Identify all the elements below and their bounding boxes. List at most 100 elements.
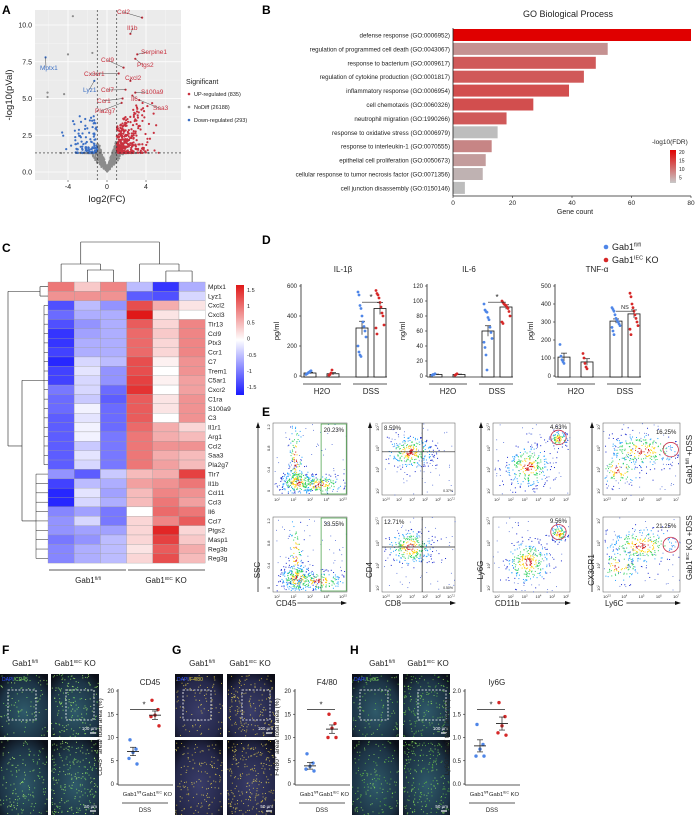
flow-event	[311, 573, 313, 575]
flow-event	[290, 470, 292, 472]
flow-event	[532, 488, 534, 490]
superscript: 5	[643, 497, 645, 500]
flow-event	[413, 561, 415, 563]
flow-event	[416, 462, 418, 464]
superscript: 5	[486, 445, 489, 447]
flow-event	[634, 529, 636, 531]
flow-event	[304, 477, 306, 479]
data-point	[486, 316, 490, 319]
heatmap-cell	[100, 328, 127, 339]
flow-event	[284, 568, 286, 570]
flow-event	[562, 535, 564, 537]
flow-event	[505, 466, 507, 468]
flow-event	[513, 544, 515, 546]
flow-event	[425, 545, 427, 547]
flow-event	[528, 482, 530, 484]
volcano-point	[135, 139, 138, 142]
flow-event	[319, 578, 321, 580]
flow-event	[337, 585, 339, 587]
flow-event	[439, 474, 440, 476]
heatmap-cell	[126, 356, 153, 367]
flow-event	[301, 578, 303, 580]
flow-event	[409, 543, 411, 545]
flow-event	[560, 527, 562, 529]
flow-event	[529, 537, 531, 539]
flow-event	[296, 483, 298, 485]
flow-event	[423, 544, 425, 546]
flow-event	[660, 557, 662, 559]
data-point	[618, 324, 622, 327]
volcano-point	[85, 140, 88, 144]
flow-event	[394, 536, 396, 538]
flow-event	[333, 552, 335, 554]
flow-event	[641, 545, 643, 547]
flow-event	[306, 476, 308, 478]
flow-event	[641, 469, 643, 471]
flow-event	[511, 561, 513, 563]
flow-event	[287, 572, 289, 574]
x-tick-label: 105.5	[339, 497, 347, 502]
superscript: 5	[375, 445, 378, 447]
flow-event	[424, 441, 426, 443]
gene-label: Il1r1	[208, 425, 221, 432]
superscript: 3	[486, 562, 489, 564]
flow-event	[285, 578, 287, 580]
flow-event	[628, 531, 630, 533]
flow-event	[630, 439, 632, 441]
flow-event	[294, 568, 296, 570]
flow-event	[625, 440, 627, 442]
volcano-point	[126, 133, 129, 137]
flow-event	[404, 431, 405, 433]
flow-event	[512, 479, 514, 481]
flow-event	[312, 478, 314, 480]
flow-event	[652, 452, 654, 454]
flow-event	[529, 561, 531, 563]
volcano-point	[111, 158, 114, 161]
flow-event	[553, 530, 555, 532]
volcano-point	[97, 158, 101, 161]
flow-event	[290, 478, 292, 480]
flow-event	[657, 541, 659, 543]
flow-event	[668, 464, 670, 466]
flow-event	[412, 436, 414, 438]
flow-event	[312, 564, 314, 566]
heatmap-cell	[126, 394, 153, 404]
flow-event	[311, 570, 313, 572]
superscript: 5	[427, 497, 429, 500]
flow-event	[306, 525, 308, 526]
flow-event	[663, 533, 665, 535]
flow-event	[325, 580, 327, 582]
flow-event	[517, 463, 519, 465]
flow-event	[294, 464, 296, 466]
flow-event	[427, 429, 429, 431]
heatmap-cell	[47, 300, 75, 311]
volcano-point	[120, 127, 123, 130]
heatmap-cell	[100, 525, 127, 536]
x-tick-label: 101.6	[382, 497, 390, 502]
flow-event	[300, 587, 302, 589]
flow-event	[675, 441, 677, 443]
flow-event	[406, 458, 408, 460]
flow-event	[645, 434, 647, 436]
flow-event	[393, 455, 395, 457]
flow-event	[409, 461, 411, 463]
data-point	[380, 311, 384, 315]
flow-event	[638, 549, 640, 551]
flow-event	[295, 556, 297, 558]
go-term-label: cell chemotaxis (GO:0060326)	[366, 102, 450, 109]
flow-event	[538, 465, 540, 467]
flow-event	[289, 474, 291, 476]
flow-event	[517, 480, 519, 482]
flow-event	[289, 438, 291, 440]
flow-event	[409, 460, 411, 462]
volcano-point	[83, 127, 87, 131]
heatmap-cell	[100, 384, 127, 395]
group-label: DSS	[363, 387, 379, 396]
flow-event	[399, 465, 401, 467]
flow-event	[417, 541, 419, 543]
flow-event	[538, 462, 540, 464]
flow-event	[297, 564, 299, 566]
flow-event	[565, 539, 567, 541]
superscript: 5	[554, 594, 556, 597]
gene-label: Ptx3	[208, 340, 222, 347]
